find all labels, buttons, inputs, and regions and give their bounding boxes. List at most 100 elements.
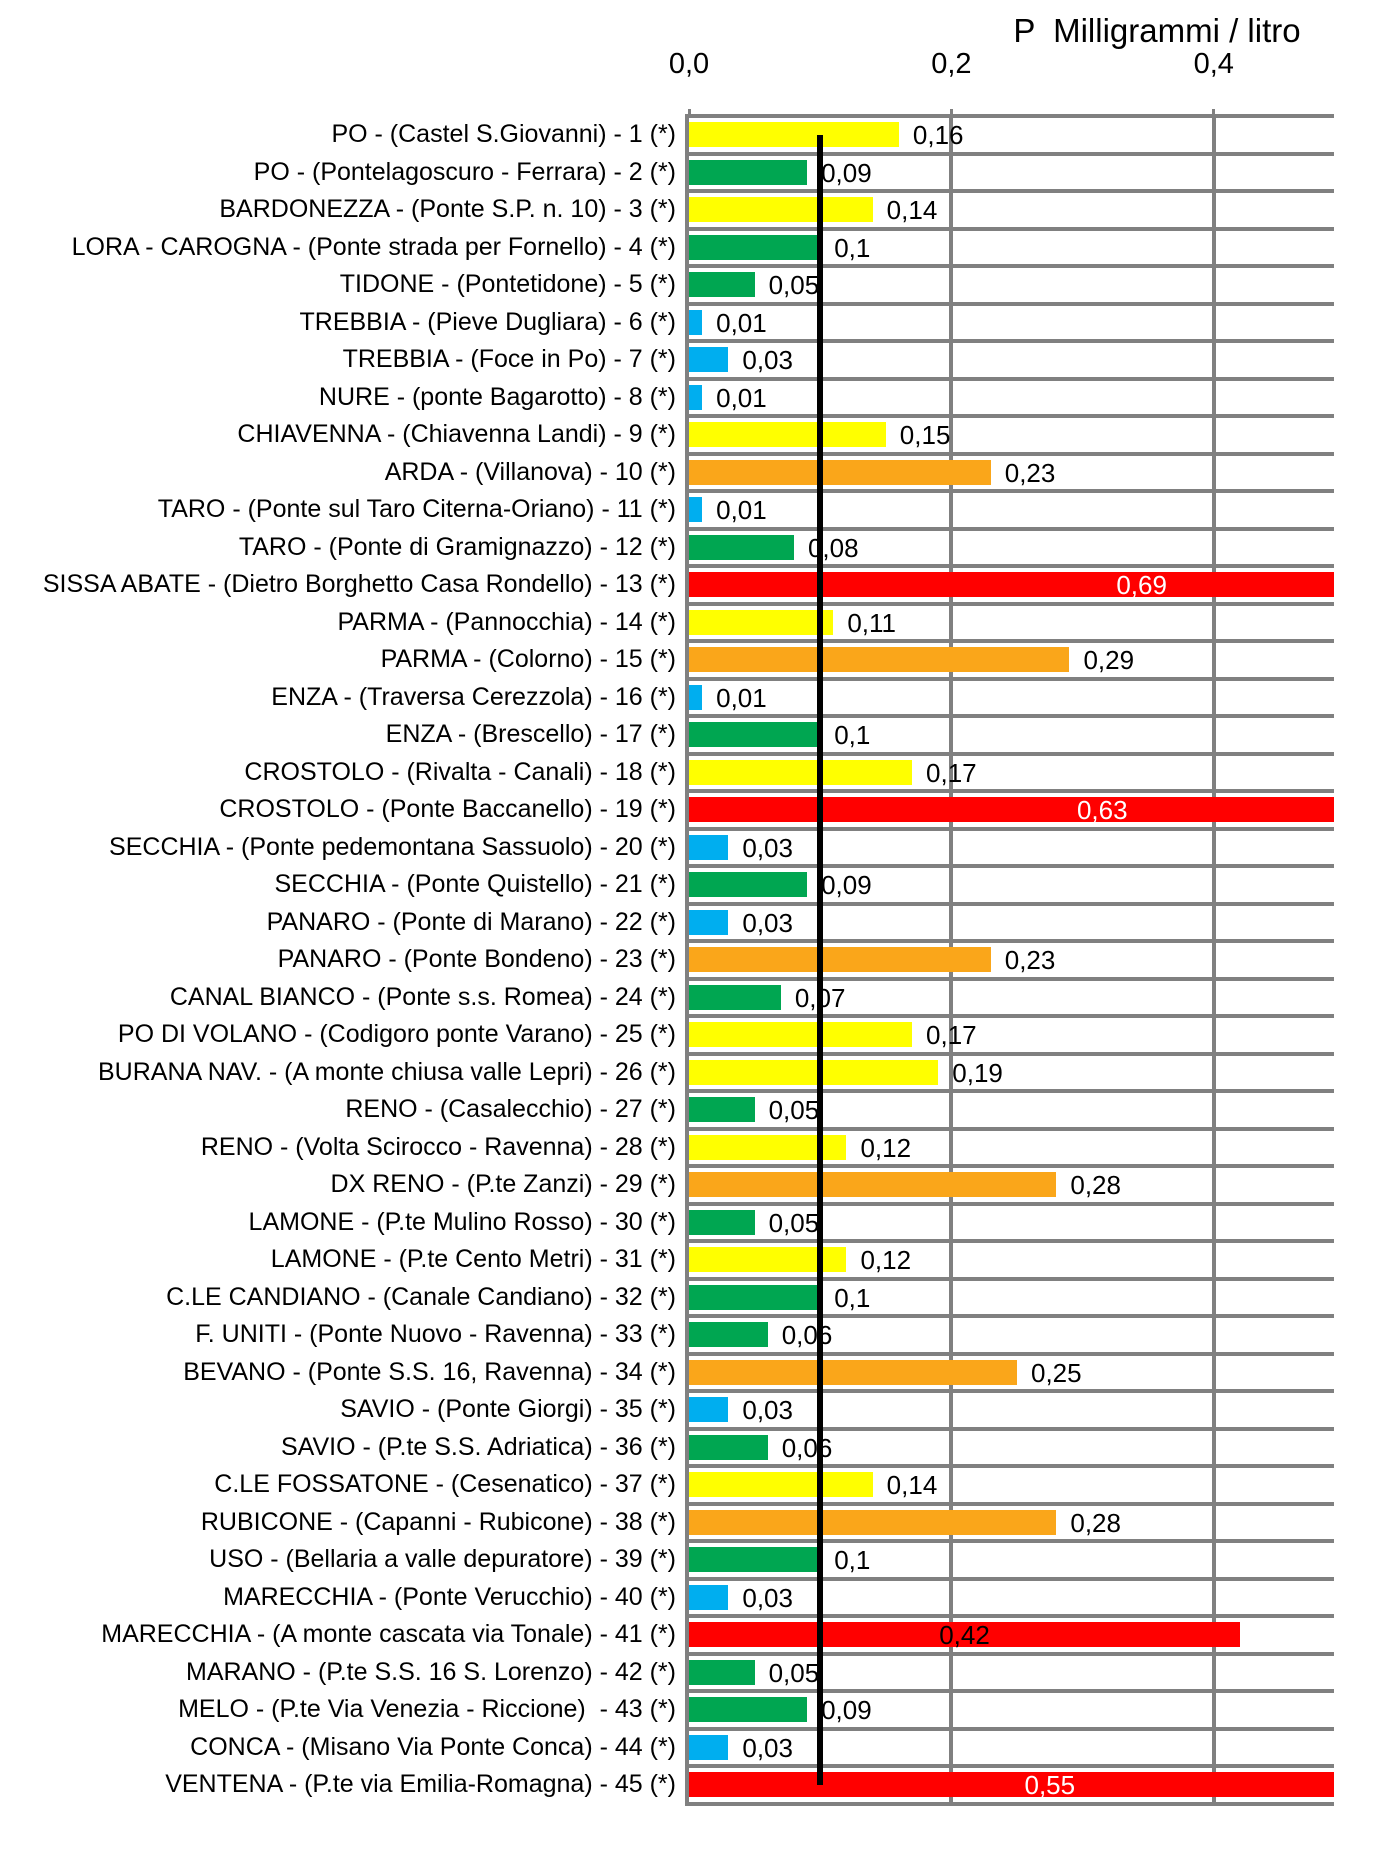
bar-yellow	[689, 609, 834, 635]
horizontal-gridline	[685, 1726, 1334, 1731]
x-axis-tickmark	[949, 109, 953, 118]
bar-red	[689, 1622, 1241, 1647]
category-label: RENO - (Volta Scirocco - Ravenna) - 28 (…	[200, 1132, 676, 1161]
horizontal-gridline	[685, 826, 1334, 831]
value-label: 0,01	[716, 307, 767, 338]
horizontal-gridline	[685, 1314, 1334, 1318]
bar-green	[689, 1097, 755, 1122]
horizontal-gridline	[685, 714, 1334, 718]
value-label: 0,06	[781, 1432, 833, 1463]
category-label: PO - (Pontelagoscuro - Ferrara) - 2 (*)	[253, 157, 676, 186]
bar-blue	[689, 497, 703, 522]
value-label: 0,1	[834, 720, 871, 750]
category-label: RUBICONE - (Capanni - Rubicone) - 38 (*)	[200, 1507, 676, 1536]
bar-orange	[689, 647, 1070, 672]
value-label: 0,09	[821, 157, 872, 188]
x-axis-tickmark	[687, 109, 691, 118]
bar-yellow	[689, 1472, 873, 1497]
horizontal-gridline	[685, 751, 1334, 756]
category-label: LORA - CAROGNA - (Ponte strada per Forne…	[71, 232, 676, 261]
bar-yellow	[689, 1022, 913, 1047]
value-label: 0,1	[834, 1545, 871, 1575]
bar-yellow	[689, 422, 886, 447]
category-label: F. UNITI - (Ponte Nuovo - Ravenna) - 33 …	[195, 1320, 676, 1348]
chart-title: P Milligrammi / litro	[1013, 12, 1301, 49]
horizontal-gridline	[685, 976, 1334, 981]
horizontal-gridline	[685, 526, 1334, 531]
value-label: 0,17	[926, 757, 977, 788]
value-label: 0,14	[886, 195, 938, 225]
value-label: 0,19	[952, 1057, 1003, 1088]
bar-green	[689, 1697, 808, 1722]
y-axis-line	[685, 116, 689, 1804]
horizontal-gridline	[685, 1389, 1334, 1393]
category-label: RENO - (Casalecchio) - 27 (*)	[345, 1095, 676, 1123]
value-label: 0,16	[912, 120, 964, 150]
category-label: PO - (Castel S.Giovanni) - 1 (*)	[331, 120, 676, 148]
category-label: CROSTOLO - (Rivalta - Canali) - 18 (*)	[244, 757, 676, 786]
horizontal-gridline	[685, 1576, 1334, 1581]
value-label: 0,09	[821, 1695, 872, 1725]
value-label: 0,03	[742, 907, 793, 938]
value-label: 0,14	[886, 1470, 938, 1500]
value-label: 0,05	[768, 1207, 820, 1238]
category-label: ENZA - (Brescello) - 17 (*)	[385, 720, 676, 748]
horizontal-gridline	[685, 376, 1334, 381]
value-label: 0,28	[1070, 1170, 1121, 1200]
bar-orange	[689, 1172, 1057, 1197]
category-label: PARMA - (Pannocchia) - 14 (*)	[337, 607, 676, 636]
horizontal-gridline	[685, 1051, 1334, 1056]
horizontal-gridline	[685, 564, 1334, 568]
category-label: CONCA - (Misano Via Ponte Conca) - 44 (*…	[190, 1732, 676, 1761]
value-label: 0,01	[716, 382, 767, 413]
category-label: USO - (Bellaria a valle depuratore) - 39…	[209, 1545, 676, 1573]
category-label: MARECCHIA - (A monte cascata via Tonale)…	[101, 1620, 676, 1648]
horizontal-gridline	[685, 676, 1334, 681]
category-label: SAVIO - (P.te S.S. Adriatica) - 36 (*)	[280, 1432, 676, 1461]
horizontal-gridline	[685, 151, 1334, 156]
horizontal-gridline	[685, 1201, 1334, 1206]
value-label: 0,55	[1024, 1770, 1076, 1800]
horizontal-gridline	[685, 1351, 1334, 1356]
vertical-gridline	[1211, 116, 1216, 1804]
bar-blue	[689, 347, 729, 372]
horizontal-gridline	[685, 1276, 1334, 1281]
horizontal-gridline	[685, 414, 1334, 418]
category-label: BURANA NAV. - (A monte chiusa valle Lepr…	[97, 1057, 676, 1086]
horizontal-gridline	[685, 1501, 1334, 1506]
value-label: 0,05	[768, 270, 820, 300]
category-label: VENTENA - (P.te via Emilia-Romagna) - 45…	[165, 1770, 676, 1798]
bar-blue	[689, 384, 703, 410]
category-label: DX RENO - (P.te Zanzi) - 29 (*)	[330, 1170, 676, 1198]
category-label: TREBBIA - (Foce in Po) - 7 (*)	[342, 345, 676, 373]
category-label: MELO - (P.te Via Venezia - Riccione) - 4…	[178, 1695, 676, 1723]
bar-green	[689, 872, 808, 897]
value-label: 0,12	[860, 1132, 912, 1163]
horizontal-gridline	[685, 1014, 1334, 1018]
bar-blue	[689, 309, 703, 335]
value-label: 0,12	[860, 1245, 912, 1275]
category-label: LAMONE - (P.te Cento Metri) - 31 (*)	[270, 1245, 676, 1273]
category-label: SAVIO - (Ponte Giorgi) - 35 (*)	[340, 1395, 676, 1423]
category-label: SECCHIA - (Ponte Quistello) - 21 (*)	[274, 870, 676, 898]
bar-green	[689, 1284, 821, 1310]
value-label: 0,63	[1076, 795, 1128, 825]
x-axis-tick-label: 0,4	[1193, 48, 1234, 80]
horizontal-gridline	[685, 189, 1334, 193]
horizontal-gridline	[685, 226, 1334, 231]
category-label: PANARO - (Ponte Bondeno) - 23 (*)	[277, 945, 676, 973]
horizontal-gridline	[685, 1164, 1334, 1168]
category-label: PARMA - (Colorno) - 15 (*)	[380, 645, 676, 673]
category-label: SISSA ABATE - (Dietro Borghetto Casa Ron…	[42, 570, 676, 598]
bar-red	[689, 797, 1334, 822]
bar-green	[689, 534, 794, 560]
value-label: 0,06	[781, 1320, 833, 1350]
category-label: ENZA - (Traversa Cerezzola) - 16 (*)	[271, 682, 676, 711]
value-label: 0,09	[821, 870, 872, 900]
bar-green	[689, 272, 755, 297]
value-label: 0,03	[742, 1395, 793, 1425]
value-label: 0,08	[807, 532, 859, 563]
value-label: 0,28	[1070, 1507, 1121, 1538]
category-label: PO DI VOLANO - (Codigoro ponte Varano) -…	[117, 1020, 676, 1048]
